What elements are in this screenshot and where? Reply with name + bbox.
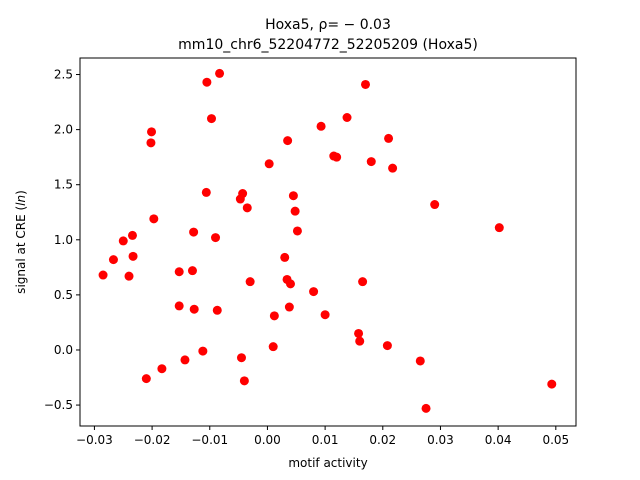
data-point — [290, 206, 300, 216]
x-tick-label: 0.05 — [542, 433, 569, 447]
x-tick-label: 0.03 — [427, 433, 454, 447]
data-point — [309, 287, 319, 297]
y-axis-ticks: −0.5 0.0 0.5 1.0 1.5 2.0 2.5 — [44, 68, 80, 412]
data-point — [128, 251, 138, 261]
data-point — [147, 127, 157, 137]
data-point — [280, 252, 290, 262]
x-tick-label: 0.01 — [312, 433, 339, 447]
data-point — [174, 301, 184, 311]
data-point — [211, 233, 221, 243]
data-point — [108, 255, 118, 265]
data-point — [421, 403, 431, 413]
y-tick-label: −0.5 — [44, 398, 73, 412]
data-point — [366, 157, 376, 167]
data-point — [355, 336, 365, 346]
x-tick-label: 0.00 — [254, 433, 281, 447]
data-point — [332, 152, 342, 162]
x-tick-label: −0.02 — [134, 433, 171, 447]
data-point — [198, 346, 208, 356]
data-point — [157, 364, 167, 374]
chart-title-line2: mm10_chr6_52204772_52205209 (Hoxa5) — [178, 37, 478, 53]
data-point — [269, 311, 279, 321]
data-points — [98, 68, 557, 413]
data-point — [292, 226, 302, 236]
data-point — [342, 113, 352, 122]
data-point — [288, 191, 298, 201]
y-axis-label-unit: ln — [14, 195, 28, 206]
data-point — [245, 277, 255, 287]
data-point — [354, 328, 364, 338]
data-point — [189, 227, 199, 237]
y-tick-label: 0.0 — [54, 343, 73, 357]
x-tick-label: 0.04 — [485, 433, 512, 447]
data-point — [236, 353, 246, 363]
y-axis-label-close: ) — [14, 190, 28, 195]
x-axis-ticks: −0.03 −0.02 −0.01 0.00 0.01 0.02 0.03 0.04 0.05 — [76, 426, 569, 447]
data-point — [124, 271, 134, 281]
data-point — [98, 270, 108, 280]
data-point — [388, 163, 398, 173]
data-point — [141, 374, 151, 384]
data-point — [180, 355, 190, 365]
data-point — [127, 230, 137, 240]
data-point — [118, 236, 128, 246]
data-point — [415, 356, 425, 366]
data-point — [360, 79, 370, 89]
y-tick-label: 1.5 — [54, 178, 73, 192]
data-point — [430, 200, 440, 210]
data-point — [358, 277, 368, 287]
y-tick-label: 1.0 — [54, 233, 73, 247]
data-point — [174, 267, 184, 277]
data-point — [207, 114, 216, 124]
y-tick-label: 0.5 — [54, 288, 73, 302]
y-tick-label: 2.5 — [54, 68, 73, 82]
y-tick-label: 2.0 — [54, 123, 73, 137]
data-point — [264, 159, 274, 169]
data-point — [382, 341, 392, 351]
data-point — [242, 203, 252, 213]
plot-frame — [79, 57, 577, 427]
data-point — [284, 302, 294, 312]
y-axis-label-text: signal at CRE ( — [14, 206, 28, 294]
y-axis-label: signal at CRE (ln) — [14, 190, 28, 294]
data-point — [189, 304, 199, 314]
data-point — [238, 189, 248, 199]
data-point — [268, 342, 278, 352]
data-point — [202, 77, 212, 87]
data-point — [384, 133, 394, 143]
x-tick-label: 0.02 — [369, 433, 396, 447]
data-point — [494, 223, 504, 233]
x-tick-label: −0.03 — [76, 433, 113, 447]
data-point — [283, 136, 293, 146]
data-point — [215, 68, 225, 78]
data-point — [320, 310, 330, 320]
data-point — [547, 379, 557, 389]
data-point — [286, 279, 296, 289]
data-point — [239, 376, 249, 386]
data-point — [146, 138, 156, 148]
x-axis-label: motif activity — [288, 456, 367, 470]
chart-title-line1: Hoxa5, ρ= − 0.03 — [265, 17, 391, 33]
data-point — [316, 121, 326, 131]
data-point — [201, 187, 211, 197]
data-point — [187, 266, 197, 276]
data-point — [149, 214, 159, 224]
data-point — [212, 305, 222, 315]
x-tick-label: −0.01 — [191, 433, 228, 447]
